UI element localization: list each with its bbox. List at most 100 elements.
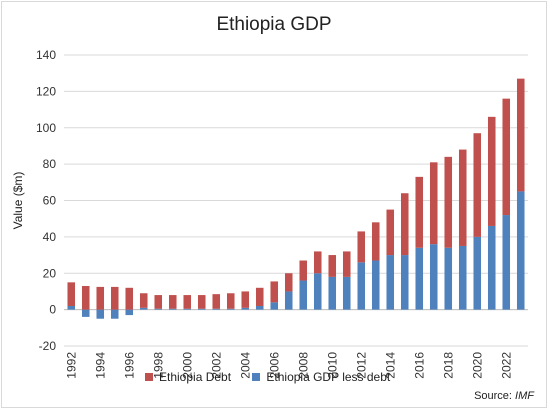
bar-gdp-less-debt-1995: [110, 309, 119, 319]
gridlines: [64, 54, 528, 347]
bar-gdp-less-debt-1993: [81, 309, 90, 317]
bar-debt-1998: [154, 295, 163, 309]
y-tick-label: 0: [49, 303, 56, 317]
bar-gdp-less-debt-2014: [386, 255, 395, 310]
legend-swatch-debt: [145, 373, 153, 381]
bar-gdp-less-debt-2012: [357, 262, 366, 310]
bar-gdp-less-debt-2019: [458, 245, 467, 310]
bar-debt-2019: [458, 149, 467, 246]
x-tick-label: 2006: [267, 352, 281, 379]
bar-debt-2015: [400, 193, 409, 256]
y-axis-label: Value ($m): [11, 172, 25, 230]
bar-gdp-less-debt-2017: [429, 244, 438, 310]
x-tick-label: 1998: [151, 352, 165, 379]
bar-debt-2012: [357, 231, 366, 263]
y-tick-label: 140: [36, 48, 56, 62]
y-tick-label: 20: [43, 266, 57, 280]
x-tick-label: 2012: [354, 352, 368, 379]
bar-debt-2000: [183, 295, 192, 309]
bar-gdp-less-debt-2005: [255, 305, 264, 310]
bar-debt-2016: [415, 176, 424, 248]
x-tick-label: 2002: [209, 352, 223, 379]
bar-debt-2018: [444, 156, 453, 248]
bar-gdp-less-debt-1998: [154, 308, 163, 310]
source-name: IMF: [515, 390, 534, 402]
bar-gdp-less-debt-2000: [183, 308, 192, 310]
bar-debt-2010: [328, 255, 337, 277]
chart-title: Ethiopia GDP: [216, 14, 332, 35]
bar-gdp-less-debt-2011: [342, 276, 351, 310]
x-tick-label: 1996: [122, 352, 136, 379]
bar-debt-2008: [299, 260, 308, 281]
x-tick-label: 2016: [412, 352, 426, 379]
legend-label-debt: Ethiopia Debt: [159, 370, 232, 384]
source-label: Source:: [474, 390, 512, 402]
bar-gdp-less-debt-1992: [67, 305, 76, 310]
bar-debt-2004: [241, 291, 250, 308]
bar-debt-2023: [516, 78, 525, 192]
x-tick-label: 2004: [238, 352, 252, 379]
bar-debt-2001: [197, 295, 206, 309]
bar-debt-2003: [226, 293, 235, 309]
bar-debt-2007: [284, 273, 293, 292]
bar-debt-2020: [473, 133, 482, 237]
bar-debt-2013: [371, 222, 380, 261]
bar-debt-1993: [81, 285, 90, 310]
bar-debt-2011: [342, 251, 351, 277]
bar-gdp-less-debt-1999: [168, 308, 177, 310]
y-tick-labels: -20 0 20 40 60 80 100 120 140: [36, 48, 56, 353]
legend-swatch-gdp-less-debt: [252, 373, 261, 381]
x-tick-label: 2000: [180, 352, 194, 379]
bar-debt-2005: [255, 287, 264, 306]
bar-debt-2002: [212, 294, 221, 309]
bar-gdp-less-debt-2013: [371, 260, 380, 310]
y-tick-label: 120: [36, 84, 56, 98]
bar-gdp-less-debt-2018: [444, 247, 453, 310]
y-tick-label: 80: [43, 157, 57, 171]
x-tick-label: 2010: [325, 352, 339, 379]
bar-debt-2014: [386, 209, 395, 256]
legend-label-gdp-less-debt: Ethiopia GDP less debt: [266, 370, 391, 384]
bar-gdp-less-debt-2010: [328, 276, 337, 310]
bar-gdp-less-debt-2008: [299, 280, 308, 310]
bar-debt-1995: [110, 286, 119, 310]
bar-debt-1997: [139, 293, 148, 308]
x-tick-label: 2018: [441, 352, 455, 379]
bar-gdp-less-debt-1996: [125, 309, 134, 316]
x-tick-labels: 1992 1994 1996 1998 2000 2002 2004 2006 2008 2010…: [64, 352, 513, 379]
bar-debt-2022: [502, 98, 511, 216]
y-tick-label: -20: [39, 339, 57, 353]
bar-gdp-less-debt-2004: [241, 307, 250, 310]
x-tick-label: 2020: [470, 352, 484, 379]
y-tick-label: 40: [43, 230, 57, 244]
bar-debt-2017: [429, 162, 438, 245]
x-tick-label: 1994: [93, 352, 107, 379]
bar-gdp-less-debt-2006: [270, 302, 279, 310]
bar-debt-2021: [487, 116, 496, 226]
bar-debt-2009: [313, 251, 322, 274]
bar-gdp-less-debt-2015: [400, 255, 409, 310]
bar-debt-1992: [67, 282, 76, 306]
bar-gdp-less-debt-1997: [139, 307, 148, 310]
bar-gdp-less-debt-2007: [284, 291, 293, 310]
x-tick-label: 2022: [499, 352, 513, 379]
x-tick-label: 2008: [296, 352, 310, 379]
bar-debt-1994: [96, 286, 105, 310]
legend-item-debt: Ethiopia Debt: [145, 370, 231, 384]
bar-gdp-less-debt-2020: [473, 236, 482, 310]
bar-gdp-less-debt-2003: [226, 308, 235, 310]
bar-gdp-less-debt-2021: [487, 225, 496, 310]
bar-gdp-less-debt-2009: [313, 273, 322, 310]
bars: [67, 78, 525, 319]
x-tick-label: 2014: [383, 352, 397, 379]
bar-debt-1999: [168, 295, 177, 309]
bar-gdp-less-debt-2002: [212, 308, 221, 310]
bar-gdp-less-debt-2016: [415, 247, 424, 310]
y-tick-label: 100: [36, 121, 56, 135]
source-note: Source: IMF: [474, 390, 534, 402]
bar-gdp-less-debt-1994: [96, 309, 105, 319]
bar-debt-2006: [270, 281, 279, 303]
legend: Ethiopia Debt Ethiopia GDP less debt: [145, 370, 408, 384]
